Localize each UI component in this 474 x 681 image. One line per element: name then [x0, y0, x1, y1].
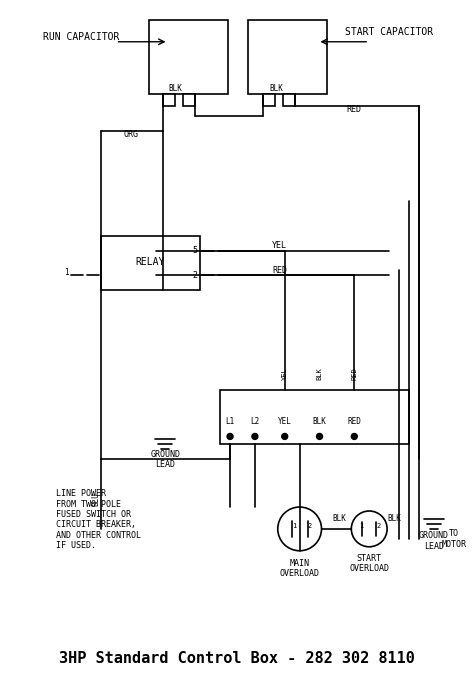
Text: 1: 1: [64, 268, 69, 277]
Text: RED: RED: [347, 417, 361, 426]
Text: BLU: BLU: [91, 492, 100, 506]
Text: RED: RED: [347, 105, 362, 114]
Bar: [220, 390, 409, 445]
Circle shape: [317, 433, 322, 439]
Circle shape: [227, 433, 233, 439]
Text: ORG: ORG: [123, 129, 138, 139]
Circle shape: [282, 433, 288, 439]
Text: GROUND
LEAD: GROUND LEAD: [419, 531, 449, 550]
Text: 2: 2: [376, 523, 380, 529]
Text: GROUND
LEAD: GROUND LEAD: [150, 449, 181, 469]
Text: 1: 1: [292, 523, 297, 529]
Text: RUN CAPACITOR: RUN CAPACITOR: [43, 32, 119, 42]
Text: RED: RED: [272, 266, 287, 275]
Bar: [164, 95, 175, 106]
Text: RED: RED: [351, 367, 357, 380]
Bar: [183, 95, 195, 106]
Text: L1: L1: [226, 417, 235, 426]
Bar: [263, 95, 275, 106]
Bar: [101, 236, 200, 290]
Text: BLK: BLK: [317, 367, 322, 380]
Text: MAIN
OVERLOAD: MAIN OVERLOAD: [280, 559, 319, 578]
Text: BLK: BLK: [332, 514, 346, 524]
Bar: [248, 20, 328, 95]
Text: TO
MOTOR: TO MOTOR: [441, 529, 466, 548]
Text: 3HP Standard Control Box - 282 302 8110: 3HP Standard Control Box - 282 302 8110: [59, 650, 415, 665]
Bar: [148, 20, 228, 95]
Text: RELAY: RELAY: [136, 257, 165, 268]
Text: 1: 1: [359, 523, 364, 529]
Circle shape: [252, 433, 258, 439]
Text: BLK: BLK: [168, 84, 182, 93]
Text: BLK: BLK: [312, 417, 327, 426]
Text: YEL: YEL: [278, 417, 292, 426]
Text: START CAPACITOR: START CAPACITOR: [345, 27, 433, 37]
Text: 2: 2: [308, 523, 312, 529]
Text: L2: L2: [250, 417, 260, 426]
Text: 2: 2: [192, 271, 197, 280]
Circle shape: [351, 433, 357, 439]
Text: YEL: YEL: [282, 367, 288, 380]
Text: START
OVERLOAD: START OVERLOAD: [349, 554, 389, 573]
Text: LINE POWER
FROM TWO POLE
FUSED SWITCH OR
CIRCUIT BREAKER,
AND OTHER CONTROL
IF U: LINE POWER FROM TWO POLE FUSED SWITCH OR…: [56, 489, 141, 550]
Text: 5: 5: [192, 246, 197, 255]
Text: YEL: YEL: [272, 241, 287, 250]
Text: BLK: BLK: [270, 84, 284, 93]
Bar: [283, 95, 295, 106]
Text: BLK: BLK: [387, 514, 401, 524]
